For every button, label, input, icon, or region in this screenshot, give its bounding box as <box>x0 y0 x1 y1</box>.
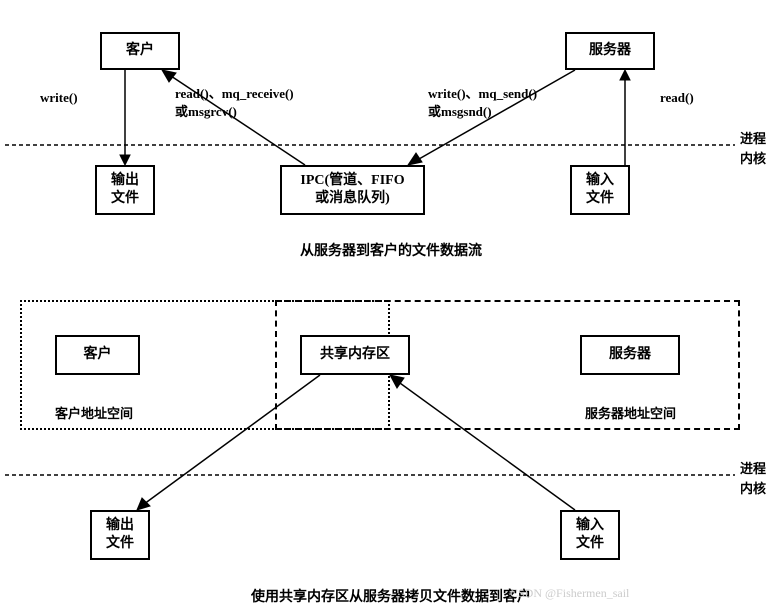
label-read-mqrecv: read()、mq_receive()或msgrcv() <box>175 85 294 121</box>
node-client2: 客户 <box>55 335 140 375</box>
node-infile: 输入文件 <box>570 165 630 215</box>
caption-1: 从服务器到客户的文件数据流 <box>0 240 782 260</box>
region-label-server: 服务器地址空间 <box>585 403 676 422</box>
divider1-kern: 内核 <box>740 148 766 167</box>
arrow-client-outfile <box>120 70 130 165</box>
node-server: 服务器 <box>565 32 655 70</box>
node-outfile: 输出文件 <box>95 165 155 215</box>
node-ipc: IPC(管道、FIFO或消息队列) <box>280 165 425 215</box>
node-server2: 服务器 <box>580 335 680 375</box>
watermark: CSDN @Fishermen_sail <box>510 586 629 601</box>
node-outfile2: 输出文件 <box>90 510 150 560</box>
label-write-mqsnd: write()、mq_send()或msgsnd() <box>428 85 537 121</box>
divider2-proc: 进程 <box>740 458 766 477</box>
caption-2: 使用共享内存区从服务器拷贝文件数据到客户 <box>0 586 782 606</box>
node-shm: 共享内存区 <box>300 335 410 375</box>
arrow-infile-server <box>620 70 630 165</box>
node-client: 客户 <box>100 32 180 70</box>
divider1-proc: 进程 <box>740 128 766 147</box>
node-infile2: 输入文件 <box>560 510 620 560</box>
divider2-kern: 内核 <box>740 478 766 497</box>
region-label-client: 客户地址空间 <box>55 403 133 422</box>
label-read-right: read() <box>660 90 694 106</box>
label-write-left: write() <box>40 90 78 106</box>
diagram-canvas: 客户 服务器 IPC(管道、FIFO或消息队列) 输出文件 输入文件 write… <box>0 0 782 614</box>
